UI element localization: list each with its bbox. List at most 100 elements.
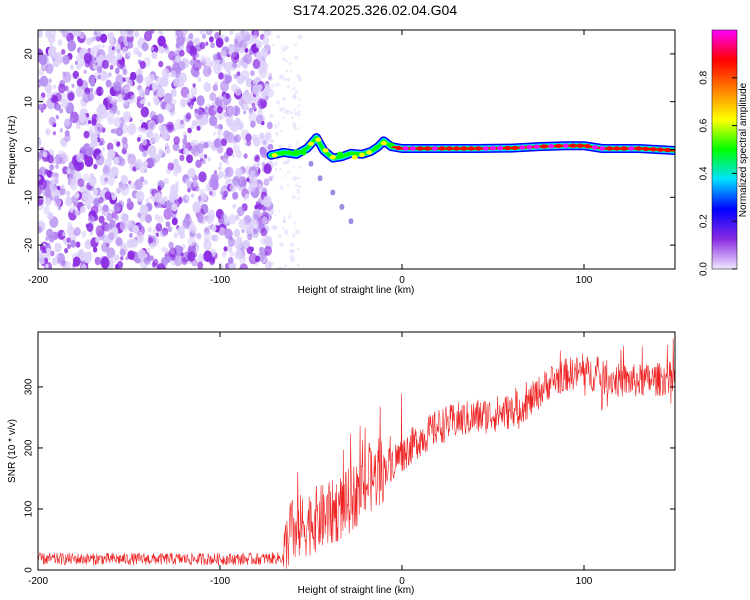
heatmap-noise-cell [49, 30, 57, 38]
heatmap-x-tick-label: 100 [576, 275, 593, 286]
heatmap-noise-cell [73, 227, 81, 237]
page-title: S174.2025.326.02.04.G04 [292, 2, 458, 18]
heatmap-noise-cell [279, 242, 284, 247]
heatmap-noise-cell [125, 256, 129, 261]
heatmap-noise-cell [183, 148, 189, 156]
heatmap-noise-cell [55, 115, 59, 120]
heatmap-noise-cell [158, 148, 164, 156]
heatmap-noise-cell [149, 140, 153, 145]
heatmap-noise-cell [250, 246, 254, 252]
heatmap-noise-cell [40, 108, 44, 113]
heatmap-noise-cell [151, 51, 158, 60]
heatmap-noise-cell [258, 67, 268, 79]
heatmap-noise-cell [69, 207, 74, 214]
heatmap-x-tick-label: -100 [210, 275, 230, 286]
heatmap-noise-cell [137, 137, 141, 142]
heatmap-noise-cell [100, 33, 108, 43]
heatmap-noise-cell [270, 139, 274, 143]
snr-series-line [38, 338, 675, 569]
heatmap-noise-cell [259, 132, 265, 140]
heatmap-noise-cell [114, 229, 119, 235]
heatmap-noise-cell [290, 89, 293, 92]
heatmap-noise-cell [235, 167, 243, 178]
heatmap-noise-cell [286, 183, 290, 187]
heatmap-noise-cell [85, 113, 90, 118]
heatmap-noise-cell [271, 175, 275, 179]
heatmap-noise-cell [284, 45, 289, 50]
signal-blob [555, 143, 562, 149]
signal-blob [519, 145, 526, 150]
heatmap-noise-cell [286, 158, 291, 164]
heatmap-noise-cell [45, 30, 51, 39]
heatmap-noise-cell [123, 99, 128, 106]
heatmap-noise-cell [205, 41, 209, 46]
heatmap-noise-cell [171, 203, 178, 212]
heatmap-noise-cell [162, 230, 167, 236]
heatmap-signal-layer [266, 133, 675, 225]
heatmap-noise-cell [243, 110, 247, 115]
heatmap-noise-cell [113, 156, 120, 165]
snr-x-axis: -200 -100 0 100 [28, 332, 593, 587]
heatmap-noise-cell [88, 175, 97, 187]
heatmap-noise-cell [141, 138, 148, 146]
heatmap-noise-cell [281, 227, 285, 230]
heatmap-noise-cell [83, 251, 92, 264]
heatmap-noise-cell [256, 161, 261, 166]
heatmap-noise-cell [52, 131, 57, 136]
heatmap-noise-cell [295, 184, 298, 188]
heatmap-noise-cell [259, 247, 266, 256]
signal-blob [424, 146, 431, 151]
heatmap-noise-cell [225, 93, 230, 99]
heatmap-noise-cell [51, 257, 59, 266]
signal-blob [635, 146, 642, 151]
signal-blob [621, 146, 627, 151]
signal-blob [271, 153, 278, 158]
heatmap-noise-cell [296, 73, 301, 78]
heatmap-noise-cell [54, 242, 62, 253]
heatmap-noise-cell [277, 234, 282, 239]
heatmap-noise-cell [183, 215, 192, 226]
heatmap-noise-cell [82, 173, 90, 182]
heatmap-noise-cell [126, 238, 134, 249]
heatmap-noise-cell [268, 72, 272, 77]
heatmap-noise-cell [176, 66, 182, 73]
heatmap-noise-cell [85, 37, 92, 46]
heatmap-noise-cell [292, 176, 298, 181]
heatmap-noise-cell [44, 257, 48, 263]
heatmap-noise-cell [74, 192, 80, 199]
heatmap-noise-cell [43, 205, 50, 215]
heatmap-noise-cell [298, 79, 301, 82]
heatmap-noise-cell [286, 85, 290, 89]
signal-blob [577, 143, 584, 148]
heatmap-noise-cell [245, 78, 253, 88]
snr-y-tick-label: 200 [24, 439, 35, 456]
heatmap-noise-cell [75, 241, 81, 248]
heatmap-noise-cell [71, 83, 75, 88]
heatmap-noise-cell [265, 132, 272, 141]
heatmap-noise-cell [167, 162, 174, 171]
heatmap-noise-cell [177, 197, 183, 204]
heatmap-noise-cell [296, 247, 300, 251]
heatmap-noise-cell [107, 175, 115, 186]
heatmap-noise-cell [104, 73, 109, 79]
heatmap-x-tick-label: -200 [28, 275, 48, 286]
heatmap-noise-cell [283, 78, 287, 82]
heatmap-noise-cell [187, 40, 194, 49]
heatmap-noise-cell [76, 63, 82, 70]
heatmap-noise-cell [293, 224, 296, 227]
heatmap-noise-cell [84, 60, 91, 68]
heatmap-noise-cell [107, 74, 111, 79]
heatmap-noise-cell [226, 104, 236, 117]
signal-blob [591, 145, 598, 150]
heatmap-noise-cell [79, 113, 87, 124]
heatmap-y-tick-label: -20 [24, 237, 35, 252]
heatmap-noise-cell [154, 98, 160, 106]
heatmap-noise-cell [127, 198, 132, 204]
heatmap-noise-cell [95, 225, 105, 237]
heatmap-noise-cell [61, 184, 65, 189]
heatmap-noise-cell [149, 74, 155, 82]
heatmap-noise-cell [207, 225, 211, 230]
heatmap-noise-cell [126, 79, 133, 88]
heatmap-noise-cell [232, 191, 239, 200]
heatmap-noise-cell [276, 34, 281, 39]
